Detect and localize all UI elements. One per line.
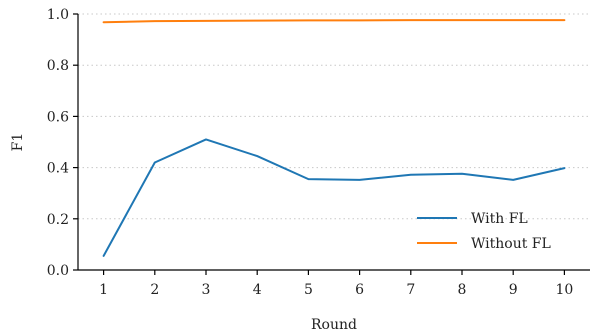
grid-lines bbox=[78, 13, 590, 271]
y-tick-label: 0.8 bbox=[47, 58, 69, 74]
series-lines bbox=[102, 19, 566, 257]
ticks: 0.0 0.2 0.4 0.6 0.8 1.0 1 2 3 4 5 6 7 8 9 10 bbox=[47, 7, 574, 298]
x-tick-label: 2 bbox=[150, 282, 159, 298]
x-tick-label: 3 bbox=[202, 282, 211, 298]
x-tick-label: 7 bbox=[406, 282, 415, 298]
y-tick-label: 0.0 bbox=[47, 263, 69, 279]
y-tick-label: 0.2 bbox=[47, 212, 69, 228]
y-tick-label: 1.0 bbox=[47, 7, 69, 23]
x-tick-label: 4 bbox=[253, 282, 262, 298]
x-tick-label: 1 bbox=[99, 282, 108, 298]
y-axis-label: F1 bbox=[10, 133, 26, 152]
x-tick-label: 5 bbox=[304, 282, 313, 298]
series-line-2 bbox=[102, 19, 566, 24]
legend-label-1: With FL bbox=[471, 211, 528, 227]
y-tick-label: 0.6 bbox=[47, 109, 69, 125]
axes bbox=[77, 14, 590, 271]
x-tick-label: 10 bbox=[555, 282, 573, 298]
x-tick-label: 9 bbox=[509, 282, 518, 298]
x-axis-label: Round bbox=[311, 317, 357, 333]
y-tick-label: 0.4 bbox=[47, 161, 69, 177]
legend-label-2: Without FL bbox=[471, 236, 551, 252]
x-tick-label: 8 bbox=[458, 282, 467, 298]
series-line-1 bbox=[102, 138, 566, 257]
legend: With FL Without FL bbox=[417, 211, 551, 252]
x-tick-label: 6 bbox=[355, 282, 364, 298]
